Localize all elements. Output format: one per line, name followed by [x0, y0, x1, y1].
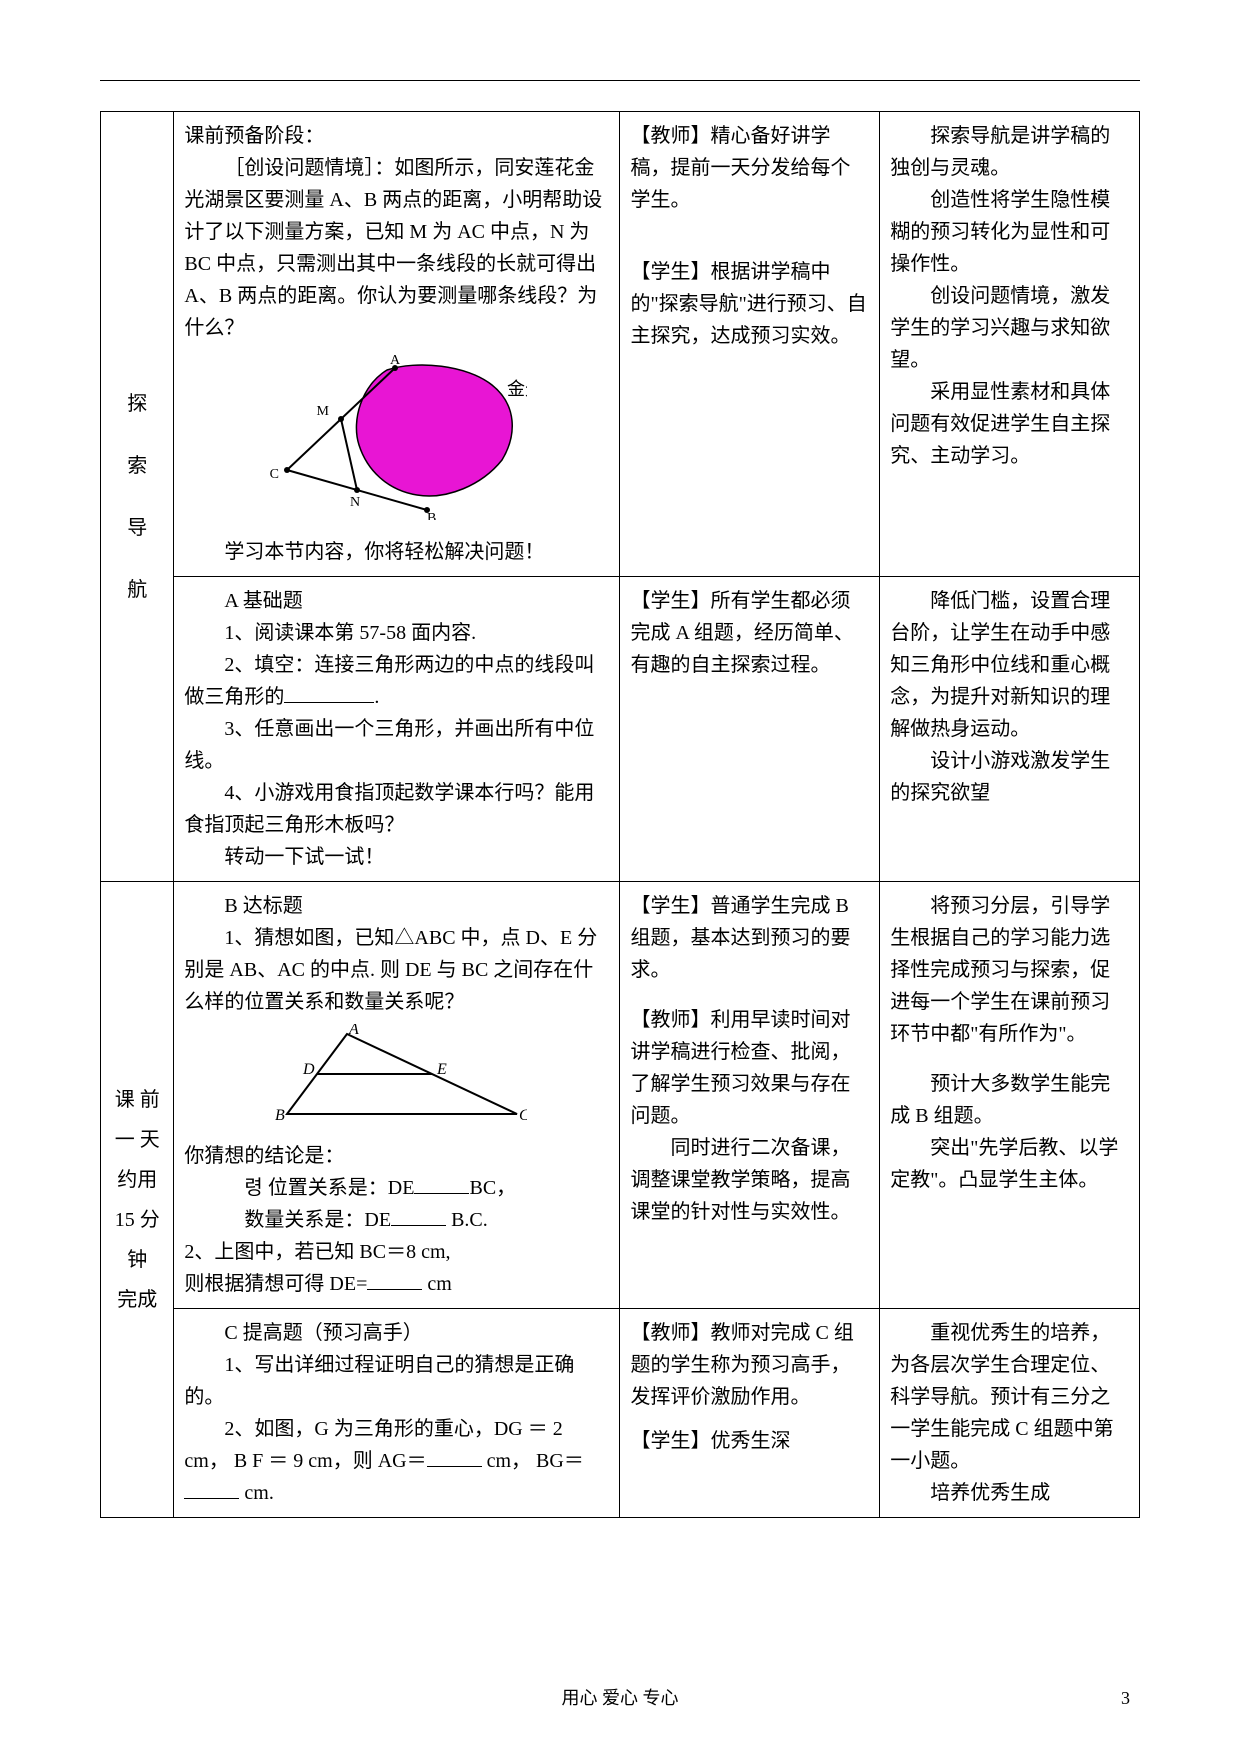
svg-text:N: N [350, 495, 360, 510]
analysis-cell-1: 探索导航是讲学稿的独创与灵魂。 创造性将学生隐性模糊的预习转化为显性和可操作性。… [880, 112, 1140, 577]
sidebar-block-1: 探 索 导 航 [101, 112, 174, 882]
fill-blank [414, 1174, 469, 1194]
svg-text:D: D [302, 1061, 315, 1078]
lesson-table: 探 索 导 航 课前预备阶段： ［创设问题情境］：如图所示，同安莲花金光湖景区要… [100, 111, 1140, 1518]
fill-blank [367, 1270, 422, 1290]
fill-blank [184, 1479, 239, 1499]
footer-text: 用心 爱心 专心 [562, 1688, 679, 1708]
content-cell-2: A 基础题 1、阅读课本第 57-58 面内容. 2、填空：连接三角形两边的中点… [174, 577, 620, 882]
activity-text: 【学生】普通学生完成 B 组题，基本达到预习的要求。 [630, 890, 869, 986]
activity-text: 【学生】根据讲学稿中的"探索导航"进行预习、自主探究，达成预习实效。 [630, 256, 869, 352]
svg-text:B: B [427, 511, 436, 520]
analysis-text: 创造性将学生隐性模糊的预习转化为显性和可操作性。 [890, 184, 1129, 280]
content-cell-1: 课前预备阶段： ［创设问题情境］：如图所示，同安莲花金光湖景区要测量 A、B 两… [174, 112, 620, 577]
content-cell-3: B 达标题 1、猜想如图，已知△ABC 中，点 D、E 分别是 AB、AC 的中… [174, 882, 620, 1309]
sidebar-block-2: 课 前 一 天 约用 15 分 钟 完成 [101, 882, 174, 1518]
sidebar-char: 索 [127, 450, 147, 482]
activity-text: 【教师】精心备好讲学稿，提前一天分发给每个学生。 [630, 120, 869, 216]
heading: C 提高题（预习高手） [184, 1317, 609, 1349]
activity-cell-3: 【学生】普通学生完成 B 组题，基本达到预习的要求。 【教师】利用早读时间对讲学… [620, 882, 880, 1309]
page-number: 3 [1121, 1684, 1130, 1713]
activity-cell-2: 【学生】所有学生都必须完成 A 组题，经历简单、有趣的自主探索过程。 [620, 577, 880, 882]
analysis-text: 培养优秀生成 [890, 1477, 1129, 1509]
sidebar-line: 钟 [127, 1244, 147, 1276]
analysis-cell-3: 将预习分层，引导学生根据自己的学习能力选择性完成预习与探索，促进每一个学生在课前… [880, 882, 1140, 1309]
fill-blank [284, 683, 374, 703]
lake-diagram: A C B M N 金光湖 [184, 350, 609, 530]
heading: A 基础题 [184, 585, 609, 617]
item: 4、小游戏用食指顶起数学课本行吗？能用食指顶起三角形木板吗？ [184, 777, 609, 841]
item: 2、填空：连接三角形两边的中点的线段叫做三角形的. [184, 649, 609, 713]
analysis-text: 预计大多数学生能完成 B 组题。 [890, 1068, 1129, 1132]
item: 1、猜想如图，已知△ABC 中，点 D、E 分别是 AB、AC 的中点. 则 D… [184, 922, 609, 1018]
analysis-cell-4: 重视优秀生的培养，为各层次学生合理定位、科学导航。预计有三分之一学生能完成 C … [880, 1309, 1140, 1518]
item: 则根据猜想可得 DE= cm [184, 1268, 609, 1300]
relation-line: 령 位置关系是：DEBC， [184, 1172, 609, 1204]
sidebar-char: 导 [127, 512, 147, 544]
svg-text:A: A [348, 1024, 359, 1038]
activity-text: 同时进行二次备课，调整课堂教学策略，提高课堂的针对性与实效性。 [630, 1132, 869, 1228]
analysis-text: 将预习分层，引导学生根据自己的学习能力选择性完成预习与探索，促进每一个学生在课前… [890, 890, 1129, 1050]
conclusion-label: 你猜想的结论是： [184, 1140, 609, 1172]
sidebar-line: 课 前 [115, 1084, 160, 1116]
sidebar-char: 探 [127, 388, 147, 420]
item: 转动一下试一试！ [184, 841, 609, 873]
analysis-text: 降低门槛，设置合理台阶，让学生在动手中感知三角形中位线和重心概念，为提升对新知识… [890, 585, 1129, 745]
svg-text:B: B [275, 1107, 285, 1124]
analysis-text: 采用显性素材和具体问题有效促进学生自主探究、主动学习。 [890, 376, 1129, 472]
sidebar-line: 完成 [117, 1284, 157, 1316]
item: 1、写出详细过程证明自己的猜想是正确的。 [184, 1349, 609, 1413]
heading: B 达标题 [184, 890, 609, 922]
content-cell-4: C 提高题（预习高手） 1、写出详细过程证明自己的猜想是正确的。 2、如图，G … [174, 1309, 620, 1518]
closing-text: 学习本节内容，你将轻松解决问题！ [184, 536, 609, 568]
svg-text:E: E [436, 1061, 447, 1078]
sidebar-line: 一 天 [115, 1124, 160, 1156]
lake-label: 金光湖 [507, 379, 527, 399]
analysis-cell-2: 降低门槛，设置合理台阶，让学生在动手中感知三角形中位线和重心概念，为提升对新知识… [880, 577, 1140, 882]
item: 1、阅读课本第 57-58 面内容. [184, 617, 609, 649]
sidebar-line: 约用 [117, 1164, 157, 1196]
analysis-text: 创设问题情境，激发学生的学习兴趣与求知欲望。 [890, 280, 1129, 376]
analysis-text: 突出"先学后教、以学定教"。凸显学生主体。 [890, 1132, 1129, 1196]
activity-text: 【教师】利用早读时间对讲学稿进行检查、批阅，了解学生预习效果与存在问题。 [630, 1004, 869, 1132]
page-footer: 用心 爱心 专心 3 [0, 1684, 1240, 1713]
activity-text: 【学生】所有学生都必须完成 A 组题，经历简单、有趣的自主探索过程。 [630, 585, 869, 681]
svg-text:C: C [519, 1107, 527, 1124]
svg-text:C: C [270, 467, 279, 482]
item: 2、上图中，若已知 BC＝8 cm, [184, 1236, 609, 1268]
activity-cell-1: 【教师】精心备好讲学稿，提前一天分发给每个学生。 【学生】根据讲学稿中的"探索导… [620, 112, 880, 577]
activity-text: 【教师】教师对完成 C 组题的学生称为预习高手，发挥评价激励作用。 [630, 1317, 869, 1413]
sidebar-line: 15 分 [115, 1204, 160, 1236]
analysis-text: 设计小游戏激发学生的探究欲望 [890, 745, 1129, 809]
sidebar-char: 航 [127, 574, 147, 606]
fill-blank [391, 1206, 446, 1226]
heading: 课前预备阶段： [184, 120, 609, 152]
triangle-diagram: A B C D E [184, 1024, 609, 1134]
svg-text:M: M [316, 404, 329, 419]
analysis-text: 探索导航是讲学稿的独创与灵魂。 [890, 120, 1129, 184]
activity-text: 【学生】优秀生深 [630, 1425, 869, 1457]
item: 3、任意画出一个三角形，并画出所有中位线。 [184, 713, 609, 777]
analysis-text: 重视优秀生的培养，为各层次学生合理定位、科学导航。预计有三分之一学生能完成 C … [890, 1317, 1129, 1477]
fill-blank [427, 1447, 482, 1467]
activity-cell-4: 【教师】教师对完成 C 组题的学生称为预习高手，发挥评价激励作用。 【学生】优秀… [620, 1309, 880, 1518]
relation-line: 数量关系是：DE B.C. [184, 1204, 609, 1236]
problem-text: ［创设问题情境］：如图所示，同安莲花金光湖景区要测量 A、B 两点的距离，小明帮… [184, 152, 609, 344]
item: 2、如图，G 为三角形的重心，DG ＝ 2 cm， B F ＝ 9 cm，则 A… [184, 1413, 609, 1509]
svg-text:A: A [390, 353, 401, 368]
